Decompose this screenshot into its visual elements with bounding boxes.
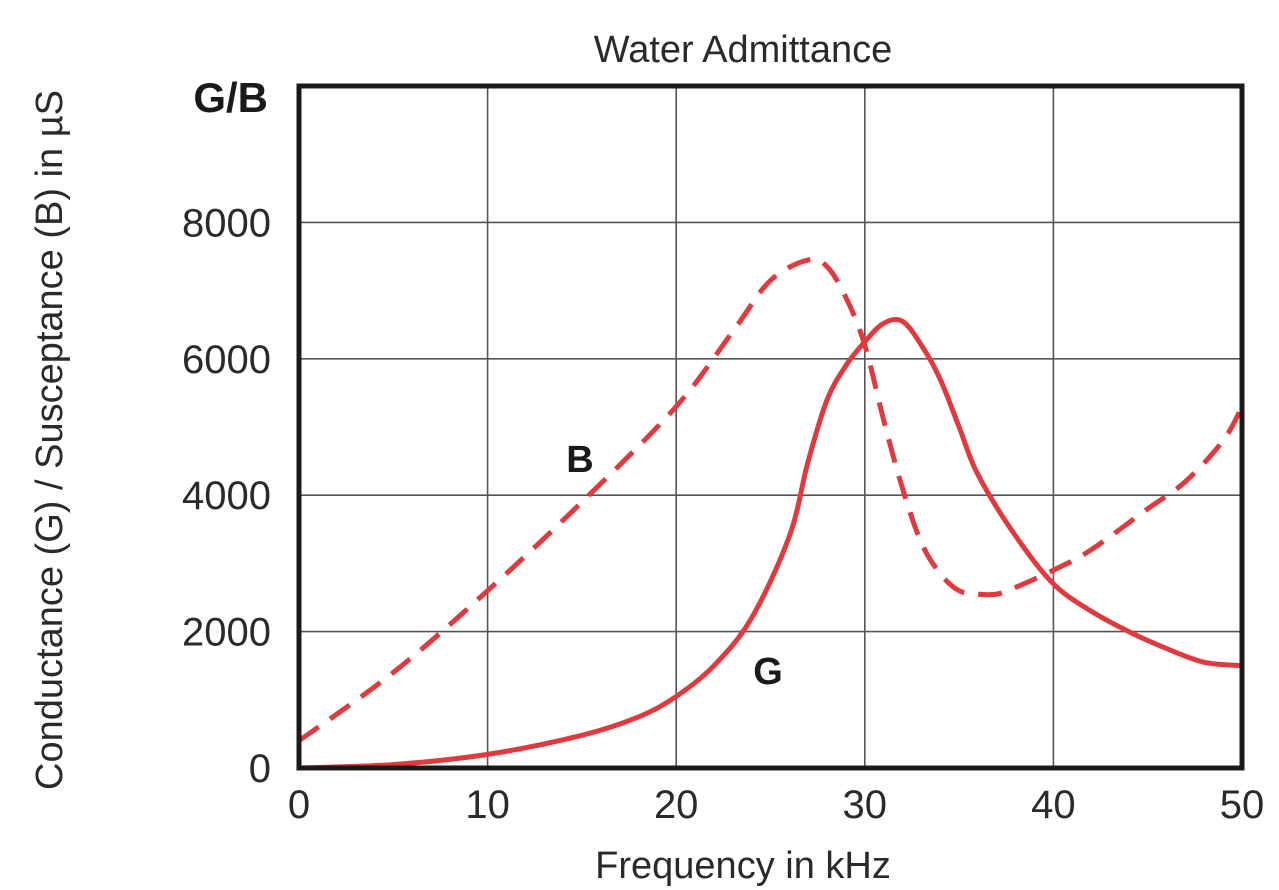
y-tick-label: 0 [249,747,271,791]
x-tick-label: 10 [465,783,510,827]
x-tick-label: 50 [1220,783,1265,827]
series-labels: GB [566,439,783,693]
x-axis-label: Frequency in kHz [595,845,891,887]
chart-title: Water Admittance [594,29,893,71]
y-axis-corner-label: G/B [193,74,268,121]
series-line-B [297,256,1245,743]
y-tick-label: 8000 [182,201,271,245]
x-tick-label: 30 [843,783,888,827]
series-lines [297,256,1245,771]
series-label-G: G [753,651,783,693]
x-tick-label: 40 [1031,783,1076,827]
y-tick-label: 6000 [182,338,271,382]
x-tick-label: 0 [288,783,310,827]
y-tick-label: 4000 [182,474,271,518]
series-label-B: B [566,439,593,481]
y-tick-label: 2000 [182,611,271,655]
plot-frame [296,83,1245,771]
x-tick-label: 20 [654,783,699,827]
tick-labels: 0 10 20 30 40 50 0 2000 4000 6000 8000 [182,201,1264,827]
y-axis-label: Conductance (G) / Susceptance (B) in µS [29,90,71,790]
grid [299,86,1242,768]
